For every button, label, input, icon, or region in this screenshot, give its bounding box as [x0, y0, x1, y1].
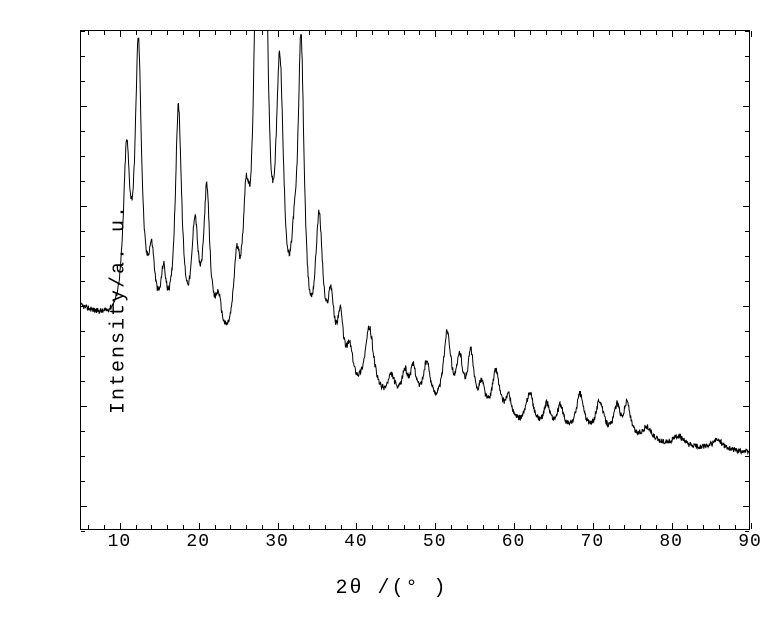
x-tick-label: 20: [186, 532, 210, 552]
x-tick-label: 10: [108, 532, 132, 552]
x-tick-label: 70: [581, 532, 605, 552]
plot-area: [80, 30, 750, 530]
x-tick-label: 90: [738, 532, 762, 552]
xrd-figure: Intensity/a. u. 2θ /(° ) 102030405060708…: [0, 0, 783, 618]
x-axis-label: 2θ /(° ): [335, 577, 447, 600]
x-tick-label: 40: [344, 532, 368, 552]
x-tick-label: 30: [265, 532, 289, 552]
x-tick-label: 50: [423, 532, 447, 552]
x-tick-label: 80: [659, 532, 683, 552]
x-tick-label: 60: [502, 532, 526, 552]
x-tick-labels: 102030405060708090: [80, 532, 750, 562]
spectrum-line: [81, 31, 749, 529]
